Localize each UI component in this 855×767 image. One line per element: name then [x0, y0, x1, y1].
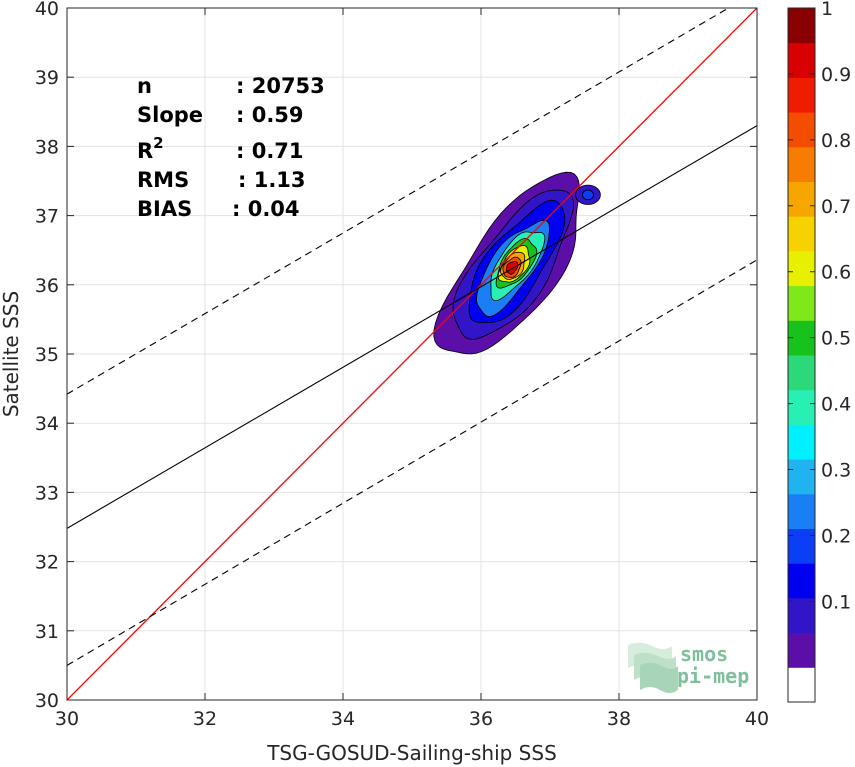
- colorbar-tick-label: 0.8: [821, 130, 851, 152]
- fit-line: [67, 125, 757, 529]
- colorbar-swatch: [788, 8, 815, 44]
- y-axis-label: Satellite SSS: [0, 291, 23, 417]
- colorbar-swatch: [788, 632, 815, 668]
- regression-lines: [67, 8, 757, 700]
- colorbar-tick-label: 0.9: [821, 64, 851, 86]
- colorbar-swatch: [788, 493, 815, 529]
- stat-value: : 1.13: [238, 168, 306, 192]
- stat-value: : 0.59: [236, 103, 304, 127]
- colorbar-swatch: [788, 42, 815, 78]
- x-tick-label: 36: [469, 708, 493, 730]
- stat-label: RMS: [137, 168, 189, 192]
- x-tick-label: 40: [745, 708, 769, 730]
- stat-label: R2: [137, 134, 164, 163]
- colorbar: 0.1 0.2 0.3 0.4 0.5 0.6 0.7 0.8 0.9 1: [787, 0, 851, 703]
- colorbar-frame: [787, 7, 816, 703]
- colorbar-swatch: [788, 216, 815, 252]
- colorbar-swatch: [788, 459, 815, 495]
- y-tick-label: 30: [35, 690, 59, 712]
- density-contour-level: [582, 189, 594, 201]
- stats-annotation: n : 20753 Slope : 0.59 R2 : 0.71 RMS : 1.13 BIAS…: [137, 74, 325, 221]
- identity-line: [67, 8, 757, 700]
- colorbar-swatch: [788, 355, 815, 391]
- colorbar-tick-label: 0.4: [821, 394, 851, 416]
- density-contours: [433, 171, 601, 355]
- y-axis-ticks: 30 31 32 33 34 35 36 37 38 39 40: [35, 0, 757, 712]
- upper-bound-line: [67, 8, 730, 395]
- y-tick-label: 39: [35, 67, 59, 89]
- y-tick-label: 32: [35, 552, 59, 574]
- y-tick-label: 33: [35, 482, 59, 504]
- colorbar-swatch: [788, 667, 815, 703]
- x-tick-label: 32: [193, 708, 217, 730]
- colorbar-tick-label: 1: [821, 0, 833, 20]
- colorbar-swatch: [788, 424, 815, 460]
- x-axis-ticks: 30 32 34 36 38 40: [55, 8, 769, 730]
- logo-waves-icon: [628, 642, 678, 693]
- x-tick-label: 30: [55, 708, 79, 730]
- density-contour-level: [506, 260, 519, 275]
- stat-label: Slope: [137, 103, 203, 127]
- stat-value: : 0.71: [236, 139, 304, 163]
- y-tick-label: 35: [35, 344, 59, 366]
- colorbar-swatch: [788, 285, 815, 321]
- lower-bound-line: [67, 259, 757, 666]
- logo-text-pi-mep: pi-mep: [677, 664, 749, 688]
- colorbar-swatch: [788, 563, 815, 599]
- colorbar-tick-label: 0.5: [821, 328, 851, 350]
- colorbar-swatch: [788, 528, 815, 564]
- y-tick-label: 36: [35, 275, 59, 297]
- colorbar-swatch: [788, 250, 815, 287]
- logo-text-smos: smos: [680, 642, 728, 666]
- stat-label: n: [137, 74, 152, 98]
- y-tick-label: 31: [35, 621, 59, 643]
- colorbar-swatch: [788, 112, 815, 148]
- smos-pi-mep-logo: smos pi-mep: [628, 642, 749, 693]
- colorbar-tick-label: 0.2: [821, 525, 851, 547]
- colorbar-tick-label: 0.3: [821, 460, 851, 482]
- colorbar-swatch: [788, 146, 815, 182]
- x-tick-label: 38: [607, 708, 631, 730]
- y-tick-label: 38: [35, 136, 59, 158]
- colorbar-swatch: [788, 597, 815, 634]
- x-axis-label: TSG-GOSUD-Sailing-ship SSS: [266, 741, 557, 765]
- colorbar-tick-label: 0.7: [821, 196, 851, 218]
- y-tick-label: 40: [35, 0, 59, 20]
- colorbar-swatch: [788, 181, 815, 217]
- stat-value: : 20753: [236, 74, 325, 98]
- colorbar-swatch: [788, 77, 815, 113]
- y-tick-label: 37: [35, 206, 59, 228]
- y-tick-label: 34: [35, 413, 59, 435]
- colorbar-tick-label: 0.6: [821, 262, 851, 284]
- x-tick-label: 34: [331, 708, 355, 730]
- stat-value: : 0.04: [232, 197, 300, 221]
- stat-label: BIAS: [137, 197, 192, 221]
- colorbar-tick-label: 0.1: [821, 591, 851, 613]
- colorbar-swatch: [788, 389, 815, 425]
